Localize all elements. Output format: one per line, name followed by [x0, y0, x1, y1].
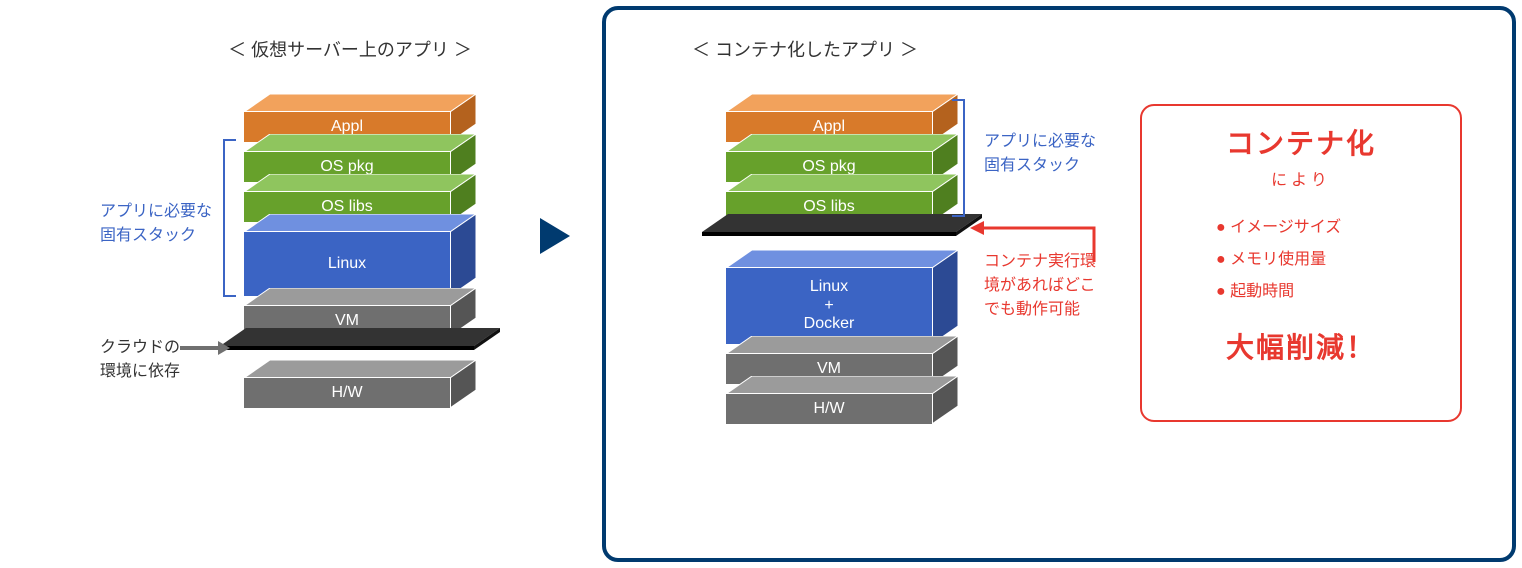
bracket-right-icon: [0, 0, 1522, 568]
